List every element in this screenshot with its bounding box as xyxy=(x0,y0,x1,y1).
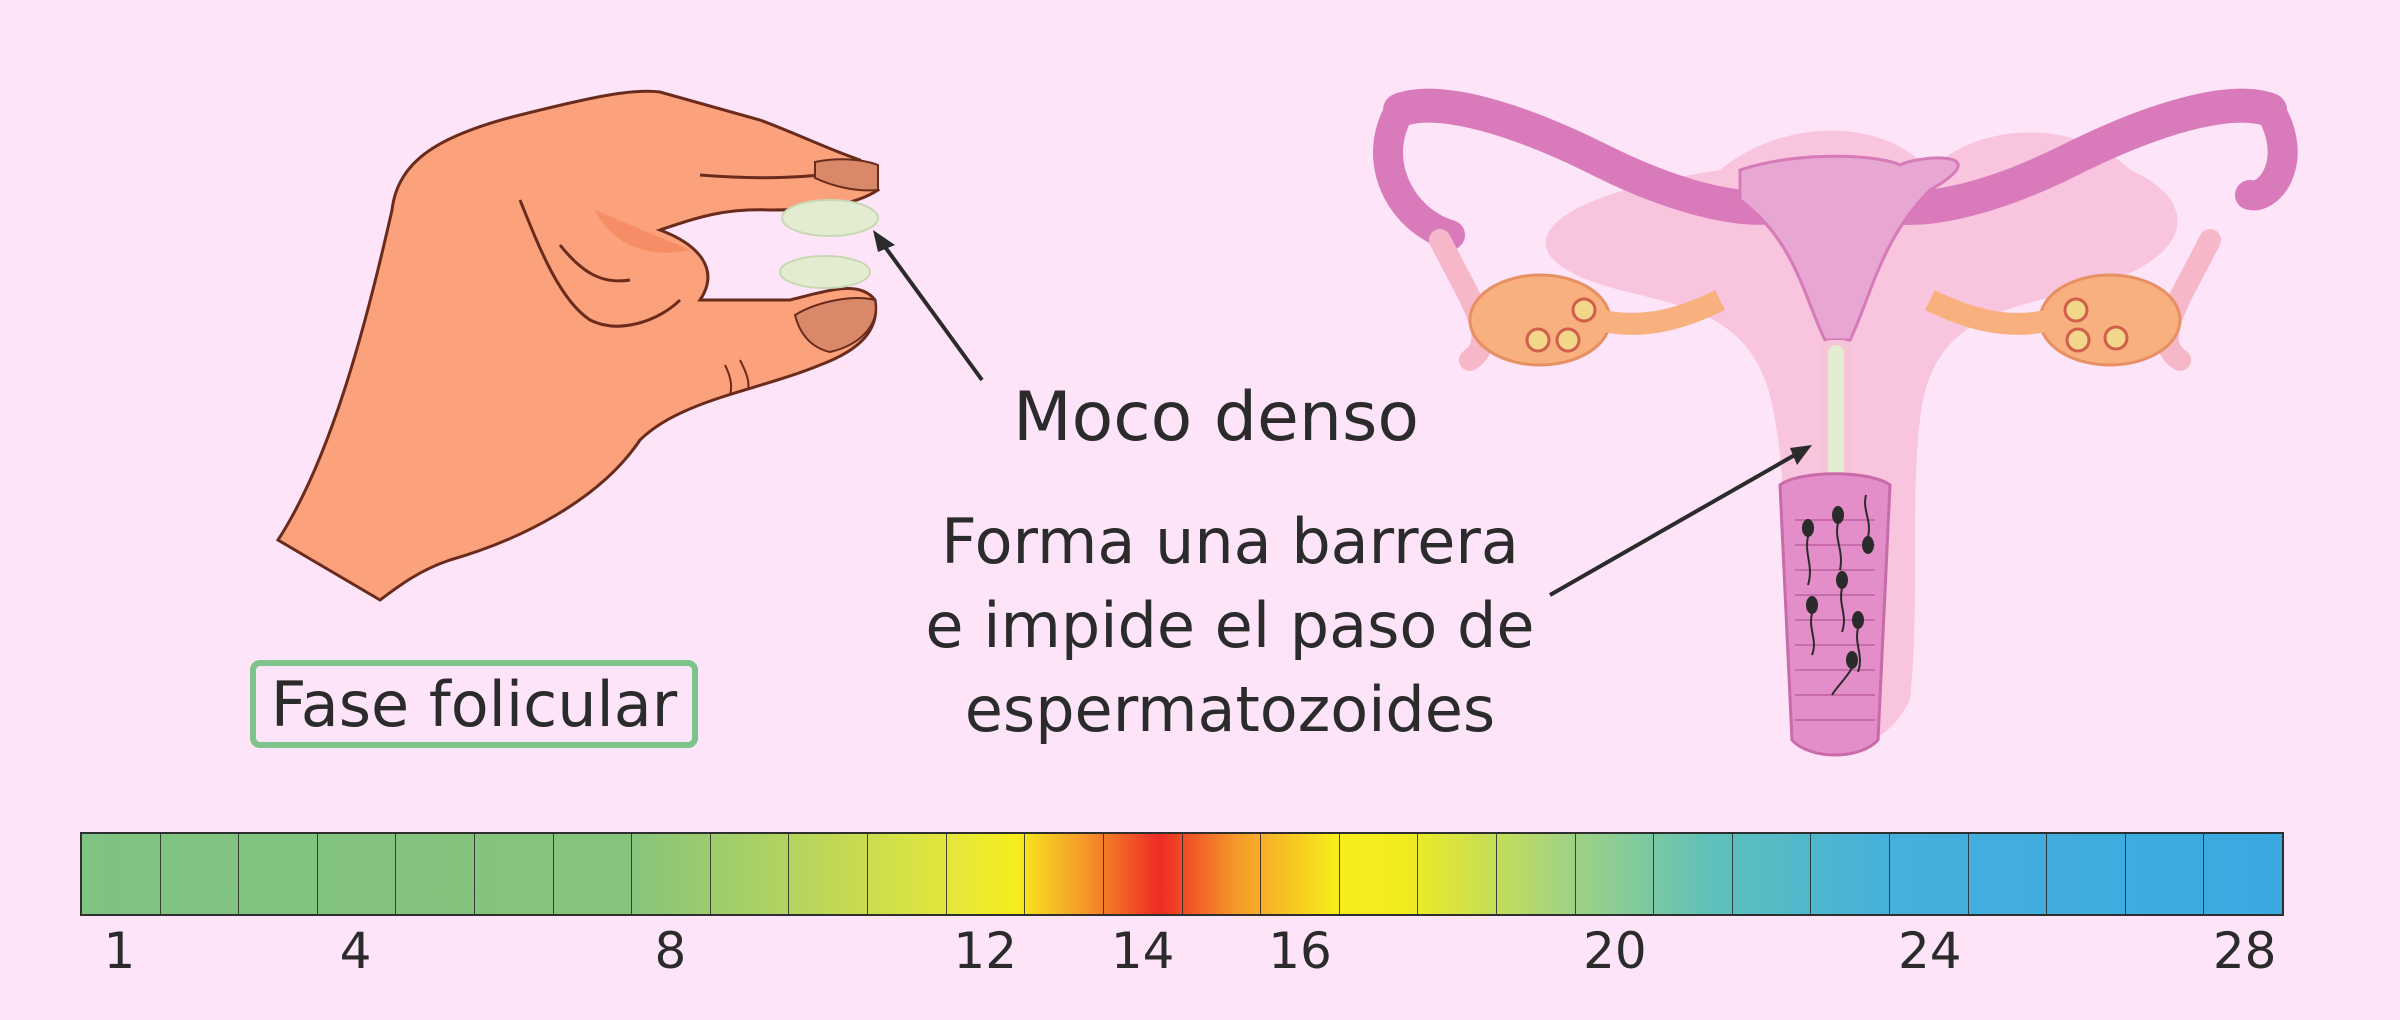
mucus-title: Moco denso xyxy=(1013,378,1420,457)
cycle-day-tick: 4 xyxy=(339,922,372,980)
description-line: espermatozoides xyxy=(964,673,1496,746)
cycle-day-tick: 8 xyxy=(654,922,687,980)
cycle-day-cell xyxy=(318,834,397,914)
uterus-illustration xyxy=(1373,88,2298,757)
cycle-day-cell xyxy=(868,834,947,914)
mucus-drops xyxy=(779,199,879,289)
hand-illustration xyxy=(275,89,881,602)
cycle-day-cell xyxy=(396,834,476,914)
cycle-day-cell xyxy=(2126,834,2205,914)
cycle-day-cell xyxy=(1025,834,1104,914)
cycle-day-bar xyxy=(80,832,2284,916)
cycle-day-cell xyxy=(947,834,1026,914)
cycle-day-cell xyxy=(82,834,161,914)
description-line: Forma una barrera xyxy=(941,505,1519,578)
cycle-day-cell xyxy=(1733,834,1812,914)
cycle-day-cell xyxy=(475,834,554,914)
cycle-day-cell xyxy=(1104,834,1183,914)
cycle-day-cell xyxy=(632,834,711,914)
cycle-day-cell xyxy=(1340,834,1419,914)
mucus-arrow xyxy=(873,230,984,382)
cycle-day-cell xyxy=(1576,834,1655,914)
phase-badge: Fase folicular xyxy=(250,660,698,748)
cycle-day-cell xyxy=(1969,834,2048,914)
cervix-arrow xyxy=(1549,445,1812,597)
cycle-day-cell xyxy=(1654,834,1733,914)
cycle-day-tick: 24 xyxy=(1897,922,1962,980)
cycle-day-cell xyxy=(1418,834,1497,914)
cycle-day-tick: 12 xyxy=(953,922,1018,980)
cycle-day-tick: 20 xyxy=(1583,922,1647,980)
mucus-description: Forma una barrera e impide el paso de es… xyxy=(900,500,1560,752)
cycle-day-cell xyxy=(161,834,240,914)
cycle-day-tick: 16 xyxy=(1268,922,1332,980)
cycle-day-tick: 14 xyxy=(1110,922,1175,980)
cycle-day-tick: 28 xyxy=(2212,922,2277,980)
cycle-day-cell xyxy=(239,834,318,914)
cycle-day-cell xyxy=(1261,834,1340,914)
cycle-day-cell xyxy=(2204,834,2282,914)
cycle-day-cell xyxy=(2047,834,2126,914)
cycle-day-tick: 1 xyxy=(103,922,136,980)
description-line: e impide el paso de xyxy=(925,589,1535,662)
cycle-day-cell xyxy=(711,834,790,914)
cycle-day-cell xyxy=(1890,834,1969,914)
cycle-day-cell xyxy=(1811,834,1891,914)
cycle-day-cell xyxy=(1497,834,1576,914)
cycle-day-cell xyxy=(554,834,633,914)
cycle-day-cell xyxy=(789,834,869,914)
sperm-icon xyxy=(1802,494,1874,696)
cycle-day-cell xyxy=(1183,834,1262,914)
